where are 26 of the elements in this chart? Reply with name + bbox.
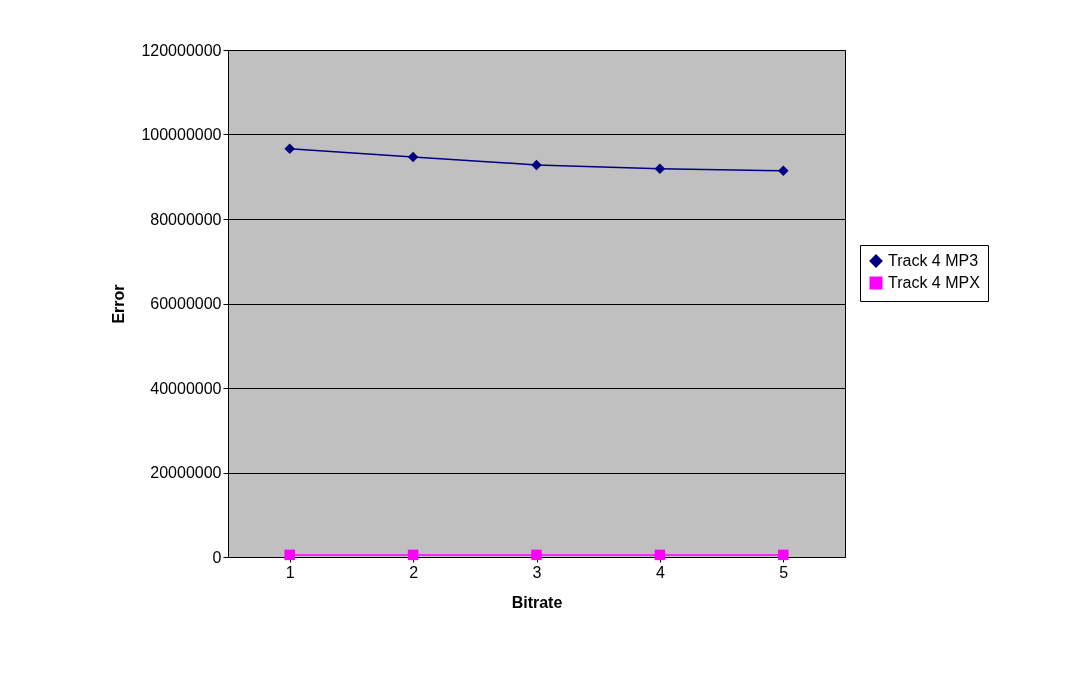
x-tick-label: 1 (285, 563, 295, 581)
y-axis-title: Error (110, 284, 128, 324)
point (778, 549, 789, 561)
point (531, 159, 542, 171)
y-tick-label: 40000000 (150, 379, 222, 397)
y-tick-label: 100000000 (141, 126, 222, 143)
point (654, 549, 666, 561)
y-tick-label: 60000000 (150, 295, 222, 312)
y-tick-label: 120000000 (141, 41, 222, 59)
x-tick-label: 3 (532, 563, 542, 581)
point (778, 165, 789, 177)
point (284, 143, 295, 155)
point (407, 549, 419, 561)
y-tick-label: 80000000 (150, 210, 222, 228)
point (531, 549, 542, 561)
legend-label: Track 4 MPX (888, 274, 981, 291)
x-tick-label: 2 (409, 563, 419, 581)
point (284, 549, 295, 561)
point (407, 151, 419, 163)
x-tick-label: 4 (655, 563, 665, 581)
x-axis-title: Bitrate (511, 593, 563, 611)
legend-label: Track 4 MP3 (888, 252, 979, 269)
point (654, 163, 666, 174)
y-tick-label: 20000000 (150, 464, 222, 481)
y-tick-label: 0 (212, 548, 222, 566)
x-tick-label: 5 (779, 563, 789, 581)
